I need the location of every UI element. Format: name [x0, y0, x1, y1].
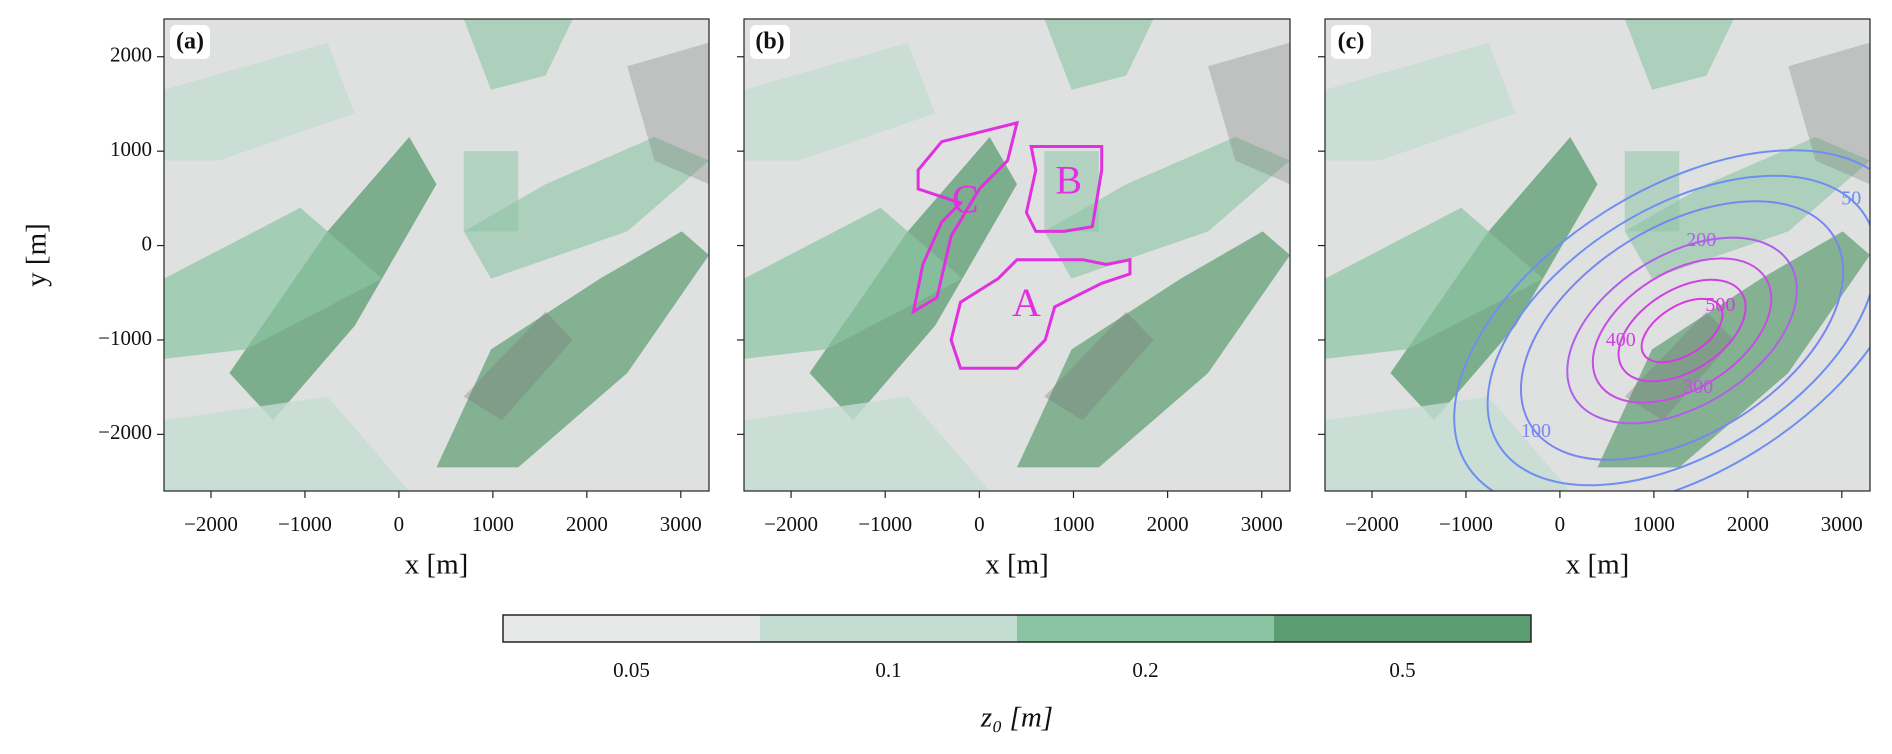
land-cover-patch	[1597, 231, 1870, 468]
contour-line	[1519, 200, 1845, 461]
x-tick-label: 3000	[660, 512, 702, 536]
axes-frame	[743, 18, 1291, 492]
land-cover-patch	[1624, 137, 1870, 279]
x-tick-label: 2000	[1727, 512, 1769, 536]
x-tick-label: −1000	[1439, 512, 1493, 536]
y-tick-label: −1000	[98, 326, 152, 350]
colorbar-tick-label: 0.1	[875, 658, 901, 682]
contour-label: 500	[1705, 294, 1735, 316]
land-cover-patch	[1044, 19, 1154, 90]
x-tick-label: 0	[1555, 512, 1566, 536]
panel	[164, 19, 709, 491]
panel-label-box	[1331, 25, 1371, 59]
contour-label: 300	[1683, 376, 1713, 398]
land-cover-patch	[164, 396, 410, 491]
contour-line	[1566, 236, 1798, 425]
panel-label-box	[170, 25, 210, 59]
colorbar-tick-label: 0.5	[1389, 658, 1415, 682]
colorbar-frame	[502, 614, 1532, 643]
panel-label: (c)	[1338, 29, 1365, 55]
land-cover-patch	[463, 311, 573, 421]
panel	[1325, 19, 1870, 491]
contour-line	[1617, 278, 1747, 383]
x-tick-label: 1000	[1052, 512, 1094, 536]
land-cover-patch	[627, 42, 709, 185]
region-outline	[911, 120, 1020, 315]
land-cover-patch	[1044, 311, 1154, 421]
x-tick-label: 3000	[1241, 512, 1283, 536]
colorbar-label: z₀ [m]	[980, 702, 1053, 734]
contour-line	[1591, 257, 1773, 404]
panel-label: (b)	[755, 29, 784, 55]
land-cover-patch	[164, 207, 382, 359]
contour-line	[1453, 149, 1870, 491]
region-outline	[949, 257, 1132, 370]
x-tick-label: 3000	[1821, 512, 1863, 536]
land-cover-patch	[1325, 207, 1543, 359]
x-axis-label: x [m]	[405, 549, 469, 581]
land-cover-patch	[1788, 42, 1870, 185]
contour-line	[1640, 297, 1724, 364]
land-cover-patch	[164, 42, 355, 161]
colorbar-segment	[760, 615, 1017, 642]
contour-label: 50	[1841, 187, 1861, 209]
contour-label: 100	[1521, 420, 1551, 442]
region-outline	[1024, 144, 1104, 233]
land-cover-patch	[1325, 396, 1571, 491]
panel-label-box	[750, 25, 790, 59]
land-cover-patch	[1624, 311, 1734, 421]
x-axis-label: x [m]	[1566, 549, 1630, 581]
land-cover-patch	[1624, 151, 1680, 232]
x-tick-label: −1000	[858, 512, 912, 536]
land-cover-patch	[463, 19, 573, 90]
contour-line	[1486, 174, 1870, 487]
y-tick-label: 1000	[110, 137, 152, 161]
x-tick-label: 1000	[1633, 512, 1675, 536]
colorbar-segment	[503, 615, 760, 642]
panel	[744, 19, 1290, 491]
colorbar-tick-label: 0.2	[1132, 658, 1158, 682]
x-tick-label: −1000	[278, 512, 332, 536]
y-tick-label: −2000	[98, 420, 152, 444]
land-cover-patch	[1017, 231, 1290, 468]
contour-label: 400	[1606, 329, 1636, 351]
panel-label: (a)	[176, 29, 204, 55]
land-cover-patch	[1624, 19, 1734, 90]
x-tick-label: 2000	[566, 512, 608, 536]
x-tick-label: 1000	[472, 512, 514, 536]
region-label: A	[1012, 280, 1041, 325]
x-tick-label: −2000	[1345, 512, 1399, 536]
land-cover-patch	[744, 396, 990, 491]
region-label: C	[952, 176, 979, 221]
y-tick-label: 0	[142, 231, 153, 255]
x-tick-label: 0	[394, 512, 405, 536]
land-cover-patch	[463, 151, 519, 232]
land-cover-patch	[1044, 151, 1099, 232]
x-tick-label: −2000	[764, 512, 818, 536]
colorbar-tick-label: 0.05	[613, 658, 650, 682]
land-cover-patch	[744, 42, 936, 161]
colorbar-segment	[1017, 615, 1274, 642]
y-tick-label: 2000	[110, 43, 152, 67]
axes-frame	[163, 18, 710, 492]
land-cover-patch	[463, 137, 709, 279]
x-tick-label: 0	[974, 512, 985, 536]
land-cover-patch	[744, 207, 963, 359]
land-cover-patch	[436, 231, 709, 468]
axes-frame	[1324, 18, 1871, 492]
y-axis-label: y [m]	[21, 223, 53, 287]
contour-label: 200	[1686, 229, 1716, 251]
land-cover-patch	[1044, 137, 1290, 279]
region-label: B	[1055, 157, 1082, 202]
land-cover-patch	[1325, 42, 1516, 161]
x-axis-label: x [m]	[985, 549, 1049, 581]
land-cover-patch	[1208, 42, 1290, 185]
x-tick-label: −2000	[184, 512, 238, 536]
colorbar-segment	[1274, 615, 1531, 642]
x-tick-label: 2000	[1147, 512, 1189, 536]
